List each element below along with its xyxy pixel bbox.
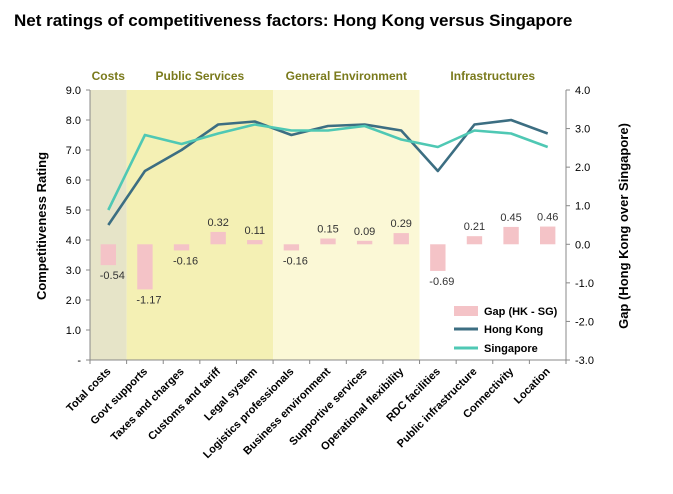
y-tick-label: - — [77, 355, 81, 367]
gap-bar-label: 0.09 — [354, 226, 375, 238]
y-tick-label: 2.0 — [66, 295, 81, 307]
gap-bar — [393, 233, 409, 245]
gap-bar — [173, 244, 190, 251]
gap-bar-labels: -0.54 -1.17 -0.16 0.32 0.11 -0.16 0.15 0.09 0.29… — [100, 212, 559, 307]
y2-tick-label: 3.0 — [575, 124, 590, 136]
chart-title: Net ratings of competitiveness factors: … — [14, 11, 572, 30]
gap-bar — [466, 236, 483, 245]
legend-label-gap: Gap (HK - SG) — [484, 306, 558, 318]
gap-bar — [137, 244, 153, 290]
tick-labels: -1.02.03.04.05.06.07.08.09.0-3.0-2.0-1.0… — [66, 85, 594, 367]
group-label: Public Services — [155, 69, 244, 83]
y-axis-label: Competitiveness Rating — [34, 152, 49, 300]
y2-tick-label: 2.0 — [575, 162, 590, 174]
y-tick-label: 6.0 — [66, 175, 81, 187]
y2-tick-label: -3.0 — [575, 355, 594, 367]
gap-bar — [540, 226, 556, 245]
group-band — [273, 90, 420, 360]
y2-tick-label: 4.0 — [575, 85, 590, 97]
y-tick-label: 9.0 — [66, 85, 81, 97]
y2-axis-label: Gap (Hong Kong over Singapore) — [616, 123, 631, 329]
gap-bar-label: 0.29 — [391, 218, 412, 230]
gap-bar-label: 0.46 — [537, 212, 558, 224]
gap-bar-label: 0.21 — [464, 221, 485, 233]
y2-tick-label: -2.0 — [575, 316, 594, 328]
gap-bar-label: 0.11 — [244, 225, 265, 237]
group-label: Costs — [92, 69, 126, 83]
y-tick-label: 7.0 — [66, 145, 81, 157]
y-tick-label: 3.0 — [66, 265, 81, 277]
group-labels: Costs Public Services General Environment I… — [92, 69, 536, 83]
gap-bar — [283, 244, 300, 251]
y2-tick-label: 1.0 — [575, 201, 590, 213]
axes — [86, 89, 570, 364]
gap-bar-label: -0.69 — [429, 276, 454, 288]
gap-bar-label: 0.15 — [317, 224, 338, 236]
legend-label-hong-kong: Hong Kong — [484, 324, 543, 336]
group-band — [126, 90, 274, 360]
series-lines — [107, 118, 549, 226]
gap-bar — [430, 244, 446, 271]
gap-bar — [503, 226, 519, 245]
gap-bar — [100, 244, 116, 266]
y2-tick-label: 0.0 — [575, 239, 590, 251]
group-label: General Environment — [286, 69, 407, 83]
y-tick-label: 8.0 — [66, 115, 81, 127]
hong-kong-line — [107, 118, 549, 226]
legend-swatch-gap — [454, 306, 478, 316]
gap-bar-label: -0.16 — [173, 255, 198, 267]
gap-bar-label: 0.32 — [207, 217, 228, 229]
gap-bar-label: -0.16 — [283, 255, 308, 267]
gap-bar-label: -0.54 — [100, 270, 125, 282]
group-band — [419, 90, 566, 360]
legend: Gap (HK - SG) Hong Kong Singapore — [454, 306, 558, 355]
y2-tick-label: -1.0 — [575, 278, 594, 290]
gap-bar — [320, 238, 336, 245]
gap-bar — [356, 240, 373, 245]
gap-bar — [210, 231, 226, 245]
category-label: Location — [512, 365, 553, 406]
gap-bar-label: -1.17 — [136, 294, 161, 306]
group-bands — [90, 90, 566, 360]
y-tick-label: 4.0 — [66, 235, 81, 247]
gap-bars — [100, 226, 556, 290]
y-tick-label: 5.0 — [66, 205, 81, 217]
legend-label-singapore: Singapore — [484, 343, 538, 355]
group-label: Infrastructures — [450, 69, 535, 83]
gap-bar-label: 0.45 — [500, 212, 521, 224]
singapore-line — [107, 123, 549, 211]
gap-bar — [247, 240, 263, 245]
y-tick-label: 1.0 — [66, 325, 81, 337]
